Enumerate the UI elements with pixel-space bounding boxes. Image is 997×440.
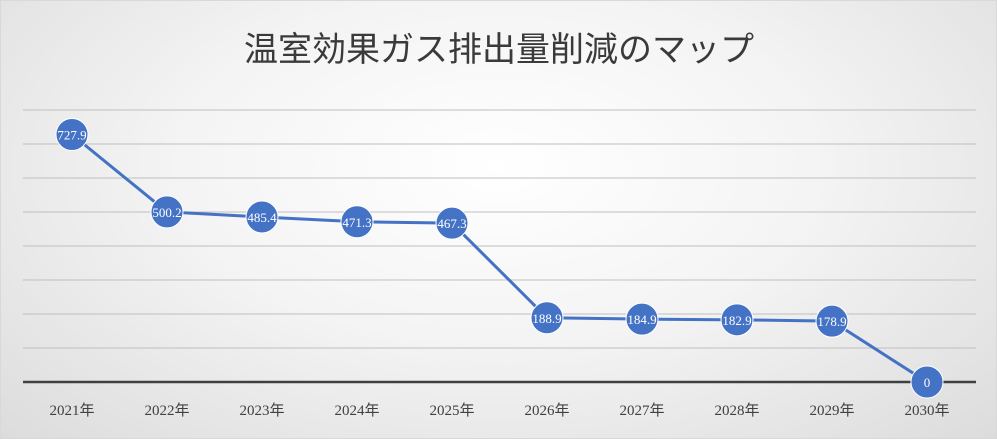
x-tick-label: 2025年 bbox=[429, 402, 474, 419]
data-label: 188.9 bbox=[532, 311, 561, 326]
x-tick-label: 2030年 bbox=[904, 402, 949, 419]
data-point bbox=[435, 206, 469, 240]
data-point bbox=[720, 303, 754, 337]
series-line bbox=[71, 133, 928, 384]
data-label: 471.3 bbox=[342, 215, 371, 230]
data-point bbox=[150, 195, 184, 229]
data-label: 727.9 bbox=[57, 128, 86, 143]
data-label: 184.9 bbox=[627, 312, 656, 327]
data-markers bbox=[55, 118, 944, 399]
data-label: 182.9 bbox=[722, 313, 751, 328]
data-point bbox=[55, 118, 89, 152]
x-tick-label: 2022年 bbox=[144, 402, 189, 419]
data-point bbox=[815, 304, 849, 338]
data-point bbox=[530, 301, 564, 335]
data-point bbox=[340, 205, 374, 239]
x-tick-label: 2024年 bbox=[334, 402, 379, 419]
x-tick-label: 2026年 bbox=[524, 402, 569, 419]
data-label: 178.9 bbox=[817, 314, 846, 329]
x-tick-labels: 2021年 2022年 2023年 2024年 2025年 2026年 2027年 2028年… bbox=[49, 402, 949, 419]
x-tick-label: 2021年 bbox=[49, 402, 94, 419]
data-label: 467.3 bbox=[437, 216, 466, 231]
data-label: 0 bbox=[924, 375, 931, 390]
data-label: 485.4 bbox=[247, 210, 277, 225]
data-point bbox=[625, 302, 659, 336]
series-line-path bbox=[71, 133, 928, 384]
data-point bbox=[245, 200, 279, 234]
data-point bbox=[910, 365, 944, 399]
x-tick-label: 2029年 bbox=[809, 402, 854, 419]
x-tick-label: 2023年 bbox=[239, 402, 284, 419]
data-label: 500.2 bbox=[152, 205, 181, 220]
data-labels: 727.9 500.2 485.4 471.3 467.3 188.9 184.9 182.9… bbox=[57, 128, 930, 390]
chart-title: 温室効果ガス排出量削減のマップ bbox=[244, 30, 754, 70]
x-tick-label: 2028年 bbox=[714, 402, 759, 419]
x-tick-label: 2027年 bbox=[619, 402, 664, 419]
